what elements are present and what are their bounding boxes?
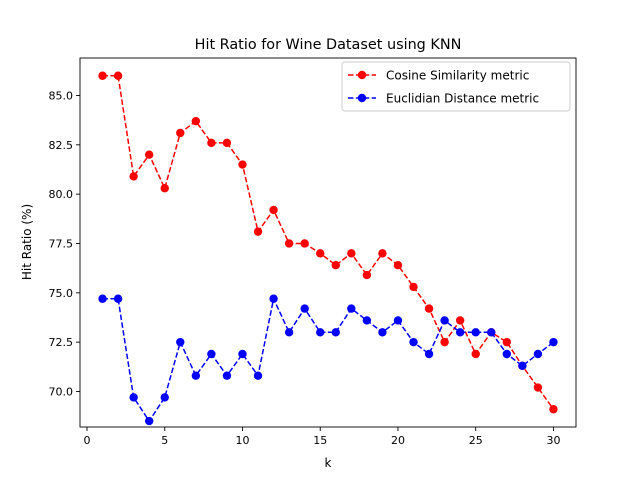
data-point-series-2-26 <box>487 328 496 337</box>
data-point-series-2-29 <box>533 349 543 359</box>
x-tick-label: 0 <box>83 434 90 447</box>
chart-title: Hit Ratio for Wine Dataset using KNN <box>195 37 462 53</box>
data-point-series-1-1 <box>98 71 107 80</box>
data-point-series-1-27 <box>502 337 512 347</box>
data-point-series-1-23 <box>440 337 449 347</box>
data-point-series-2-19 <box>378 328 387 337</box>
data-point-series-2-6 <box>176 337 185 347</box>
data-point-series-2-3 <box>129 393 138 402</box>
data-point-series-2-16 <box>331 328 340 337</box>
data-point-series-2-20 <box>393 316 403 325</box>
data-point-series-1-8 <box>207 138 216 148</box>
x-tick-label: 20 <box>391 434 405 447</box>
legend-marker-2 <box>357 93 367 103</box>
data-point-series-2-5 <box>160 393 169 402</box>
data-point-series-1-21 <box>409 282 418 292</box>
data-point-series-1-6 <box>176 128 185 138</box>
y-tick-label: 72.5 <box>49 336 74 349</box>
y-tick-label: 85.0 <box>49 89 74 102</box>
x-axis-label: k <box>325 456 332 470</box>
data-point-series-1-16 <box>331 260 340 270</box>
data-point-series-2-8 <box>207 349 216 359</box>
data-point-series-1-19 <box>378 249 387 258</box>
data-point-series-2-25 <box>471 328 480 337</box>
data-point-series-1-13 <box>284 239 294 248</box>
y-tick-label: 75.0 <box>49 287 74 300</box>
y-axis-label: Hit Ratio (%) <box>20 204 34 280</box>
data-point-series-2-12 <box>269 294 278 303</box>
data-point-series-1-12 <box>269 205 278 215</box>
x-tick-label: 30 <box>546 434 560 447</box>
legend-label-1: Cosine Similarity metric <box>386 69 529 83</box>
data-point-series-1-10 <box>238 160 247 169</box>
data-point-series-1-20 <box>393 260 403 270</box>
data-point-series-1-11 <box>253 227 263 236</box>
data-point-series-1-24 <box>455 316 465 325</box>
data-point-series-2-10 <box>238 349 247 359</box>
x-tick-label: 15 <box>313 434 327 447</box>
data-point-series-1-18 <box>362 270 372 280</box>
data-point-series-1-14 <box>300 239 309 248</box>
data-point-series-2-15 <box>316 328 325 337</box>
data-point-series-1-7 <box>191 116 201 126</box>
data-point-series-1-22 <box>424 304 434 313</box>
y-tick-label: 82.5 <box>49 139 74 152</box>
y-tick-label: 80.0 <box>49 188 74 201</box>
data-point-series-2-30 <box>549 337 558 347</box>
legend-box <box>341 61 571 112</box>
data-point-series-1-9 <box>222 138 232 148</box>
data-point-series-2-13 <box>284 328 294 337</box>
data-point-series-2-23 <box>440 316 449 325</box>
data-point-series-2-27 <box>502 349 512 359</box>
data-point-series-1-3 <box>129 172 138 181</box>
data-point-series-2-24 <box>455 328 465 337</box>
data-point-series-1-4 <box>144 150 154 159</box>
axes-frame <box>79 57 577 428</box>
data-point-series-2-14 <box>300 304 309 313</box>
legend-marker-1 <box>357 70 367 80</box>
plot-area: 0 5 10 15 20 25 30 70.0 72.5 75.0 77.5 80.0 82.5 85.0 <box>49 57 577 447</box>
data-point-series-1-15 <box>316 249 325 258</box>
data-point-series-2-11 <box>253 371 263 380</box>
x-tick-label: 10 <box>235 434 249 447</box>
data-point-series-2-17 <box>347 304 356 313</box>
data-point-series-1-5 <box>160 184 169 193</box>
x-tick-label: 5 <box>161 434 168 447</box>
data-point-series-1-2 <box>113 71 123 80</box>
data-point-series-2-28 <box>518 361 527 371</box>
data-point-series-1-29 <box>533 383 543 392</box>
data-point-series-1-25 <box>471 349 480 359</box>
data-point-series-1-17 <box>347 249 356 258</box>
data-point-series-2-1 <box>98 294 107 303</box>
legend: Cosine Similarity metric Euclidian Distan… <box>341 61 571 112</box>
y-tick-label: 70.0 <box>49 385 74 398</box>
data-point-series-2-7 <box>191 371 201 380</box>
data-point-series-2-22 <box>424 349 434 359</box>
data-point-series-2-18 <box>362 316 372 325</box>
y-tick-label: 77.5 <box>49 237 74 250</box>
legend-label-2: Euclidian Distance metric <box>386 92 539 106</box>
data-point-series-2-4 <box>144 416 154 426</box>
data-point-series-1-30 <box>549 405 558 414</box>
x-tick-label: 25 <box>469 434 483 447</box>
data-point-series-2-9 <box>222 371 232 380</box>
data-point-series-2-21 <box>409 337 418 347</box>
data-point-series-2-2 <box>113 294 123 303</box>
